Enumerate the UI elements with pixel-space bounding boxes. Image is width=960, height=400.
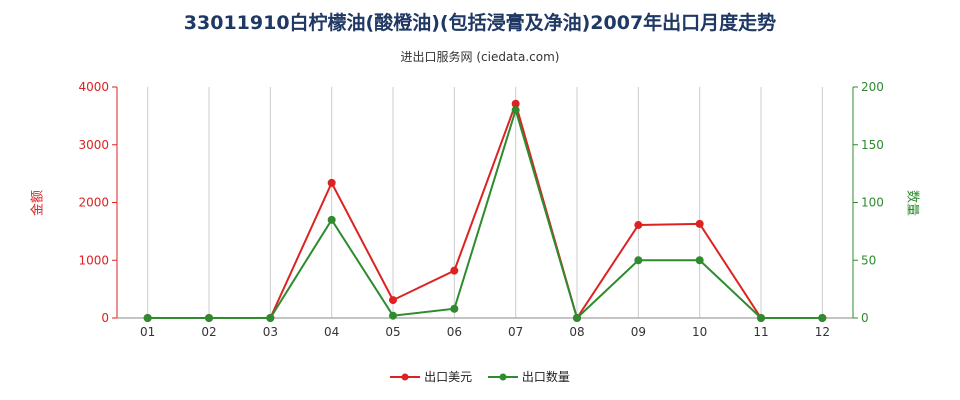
y-right-tick-label: 100 bbox=[861, 196, 884, 210]
x-tick-label: 05 bbox=[385, 325, 400, 339]
data-point-s0-04 bbox=[327, 178, 336, 187]
legend-label-qty: 出口数量 bbox=[521, 370, 570, 384]
y-left-tick-label: 3000 bbox=[78, 138, 109, 152]
x-tick-label: 12 bbox=[815, 325, 830, 339]
legend-swatch-usd bbox=[390, 373, 421, 380]
x-tick-label: 08 bbox=[569, 325, 584, 339]
y-right-tick-label: 200 bbox=[861, 80, 884, 94]
series-line-1 bbox=[147, 106, 823, 320]
data-point-s0-06 bbox=[450, 266, 459, 275]
y-left-tick-label: 0 bbox=[101, 311, 109, 325]
y-left-tick-label: 1000 bbox=[78, 253, 109, 267]
x-tick-label: 04 bbox=[324, 325, 339, 339]
x-tick-label: 09 bbox=[631, 325, 646, 339]
legend-swatch-qty bbox=[487, 373, 518, 380]
x-tick-label: 02 bbox=[201, 325, 216, 339]
data-point-s1-01 bbox=[143, 314, 152, 322]
x-tick-label: 07 bbox=[508, 325, 523, 339]
y-left-tick-label: 2000 bbox=[78, 196, 109, 210]
data-point-s1-06 bbox=[450, 304, 459, 313]
data-point-s1-10 bbox=[695, 256, 704, 265]
data-point-s0-10 bbox=[695, 219, 704, 228]
data-point-s1-04 bbox=[327, 215, 336, 224]
x-tick-label: 11 bbox=[753, 325, 768, 339]
data-point-s1-03 bbox=[266, 314, 275, 322]
x-tick-label: 10 bbox=[692, 325, 707, 339]
x-tick-label: 06 bbox=[447, 325, 462, 339]
data-point-s1-02 bbox=[205, 314, 213, 322]
y-right-tick-label: 0 bbox=[861, 311, 869, 325]
legend: 出口美元 出口数量 bbox=[0, 368, 960, 385]
data-point-s1-07 bbox=[511, 106, 520, 115]
x-tick-label: 01 bbox=[140, 325, 155, 339]
data-point-s1-11 bbox=[757, 314, 765, 322]
data-point-s1-12 bbox=[818, 314, 827, 322]
chart-title: 33011910白柠檬油(酸橙油)(包括浸膏及净油)2007年出口月度走势 bbox=[183, 12, 777, 34]
x-tick-label: 03 bbox=[263, 325, 278, 339]
legend-item-qty[interactable]: 出口数量 bbox=[487, 368, 570, 385]
data-point-s1-08 bbox=[573, 314, 581, 322]
y-right-tick-label: 150 bbox=[861, 138, 884, 152]
data-point-s0-09 bbox=[634, 221, 643, 230]
data-point-s0-05 bbox=[389, 296, 397, 305]
data-point-s0-07 bbox=[511, 99, 520, 108]
y-right-tick-label: 50 bbox=[861, 253, 876, 267]
y-left-tick-label: 4000 bbox=[78, 80, 109, 94]
chart-subtitle: 进出口服务网 (ciedata.com) bbox=[400, 50, 560, 64]
data-point-s1-09 bbox=[634, 256, 643, 265]
legend-item-usd[interactable]: 出口美元 bbox=[390, 368, 472, 385]
data-point-s1-05 bbox=[389, 311, 397, 320]
legend-label-usd: 出口美元 bbox=[424, 370, 473, 384]
